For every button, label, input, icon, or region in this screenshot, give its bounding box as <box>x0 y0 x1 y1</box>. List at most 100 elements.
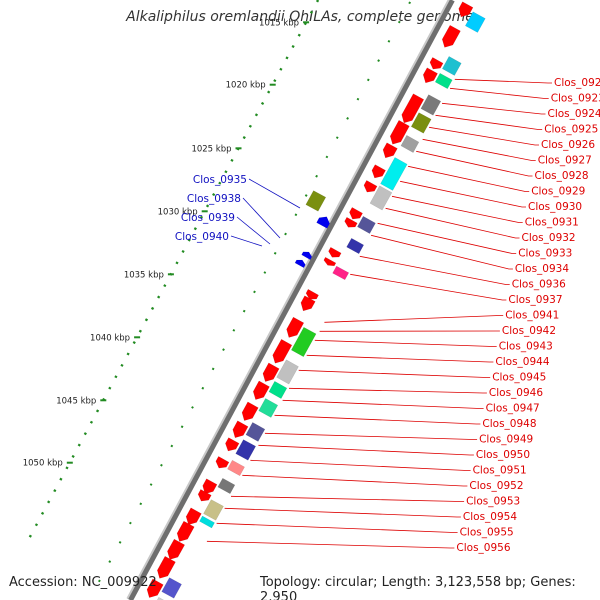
category-feature <box>420 94 442 116</box>
category-feature <box>441 56 462 76</box>
gene-label: Clos_0946 <box>489 387 543 399</box>
label-leader-line <box>371 234 513 270</box>
inner-dot <box>201 386 205 390</box>
cds-feature <box>252 380 270 400</box>
category-feature <box>346 237 365 255</box>
label-leader-line <box>385 207 520 239</box>
label-leader-line <box>314 339 497 347</box>
map-title: Alkaliphilus oremlandii OhILAs, complete… <box>126 9 474 25</box>
category-feature <box>290 326 317 358</box>
scale-dot <box>309 10 314 14</box>
cds-feature <box>305 288 319 300</box>
category-feature <box>203 499 224 521</box>
inner-dot <box>108 560 112 563</box>
gene-label: Clos_0953 <box>466 496 520 508</box>
gene-label: Clos_0945 <box>492 372 546 384</box>
cds-feature <box>197 489 212 502</box>
category-feature <box>357 215 376 234</box>
cds-feature <box>422 67 438 84</box>
inner-dot <box>180 425 184 429</box>
gene-label: Clos_0950 <box>476 449 530 461</box>
cds-feature <box>300 295 316 312</box>
label-leader-line <box>250 459 471 471</box>
gene-label: Clos_0948 <box>482 418 536 430</box>
inner-dot <box>211 367 215 371</box>
scale-dot <box>193 227 197 231</box>
scale-dot <box>205 204 210 208</box>
gene-label: Clos_0947 <box>486 403 540 415</box>
gene-label: Clos_0932 <box>522 232 576 244</box>
cds-feature <box>232 420 249 439</box>
scale-dot <box>120 363 124 367</box>
label-leader-line <box>206 540 455 549</box>
inner-dot <box>356 97 360 101</box>
label-leader-line <box>242 197 281 239</box>
category-feature <box>156 596 165 600</box>
label-leader-line <box>230 235 263 247</box>
gene-label: Clos_0928 <box>535 170 589 182</box>
scale-dot <box>291 44 295 49</box>
cds-feature <box>262 362 280 382</box>
gene-label: Clos_0940 <box>175 231 229 243</box>
inner-dot <box>263 271 267 274</box>
inner-dot <box>160 463 163 467</box>
label-leader-line <box>242 474 468 487</box>
cds-feature <box>328 246 342 258</box>
cds-feature <box>241 401 259 421</box>
scale-dot <box>59 477 63 481</box>
category-feature <box>400 134 420 153</box>
inner-dot <box>129 521 132 525</box>
scale-dot <box>175 261 179 265</box>
cds-feature <box>185 507 202 526</box>
backbone-highlight <box>126 0 450 600</box>
label-leader-line <box>288 387 487 394</box>
inner-dot <box>315 174 318 178</box>
scale-dot <box>83 432 87 436</box>
gene-label: Clos_0926 <box>541 139 595 151</box>
scale-dot <box>95 409 100 413</box>
inner-dot <box>346 117 349 120</box>
gene-label: Clos_0936 <box>512 279 566 291</box>
ruler-tick-label: 1040 kbp <box>90 333 130 343</box>
reverse-feature <box>316 216 330 229</box>
inner-dot <box>149 483 153 486</box>
gene-label: Clos_0923 <box>551 93 600 105</box>
label-leader-line <box>454 78 552 84</box>
scale-dot <box>315 0 320 3</box>
gene-label: Clos_0956 <box>456 542 510 554</box>
inner-dot <box>408 1 411 5</box>
gene-label: Clos_0930 <box>528 201 582 213</box>
topology-summary: Topology: circular; Length: 3,123,558 bp… <box>260 575 576 600</box>
scale-dot <box>108 386 112 390</box>
accession-text: Accession: NC_009922 <box>9 575 157 590</box>
cds-feature <box>272 338 293 364</box>
inner-dot <box>232 329 236 332</box>
label-leader-line <box>236 216 271 245</box>
category-feature <box>235 439 257 461</box>
scale-dot <box>28 534 32 538</box>
scale-dot <box>53 489 57 493</box>
scale-dot <box>297 33 301 37</box>
gene-label: Clos_0943 <box>499 341 553 353</box>
category-feature <box>276 359 299 385</box>
cds-feature <box>371 164 386 179</box>
label-leader-line <box>441 102 546 115</box>
label-leader-line <box>416 150 533 177</box>
gene-label: Clos_0942 <box>502 325 556 337</box>
scale-dot <box>279 67 283 71</box>
gene-label: Clos_0938 <box>187 193 241 205</box>
scale-dot <box>285 56 289 60</box>
scale-dot <box>47 500 51 504</box>
category-feature <box>258 398 279 418</box>
label-leader-line <box>359 255 510 285</box>
category-feature <box>217 477 236 495</box>
label-leader-line <box>377 222 517 254</box>
scale-dot <box>138 329 142 333</box>
label-leader-line <box>429 126 539 146</box>
inner-dot <box>335 136 339 139</box>
inner-dot <box>304 194 308 197</box>
gene-label: Clos_0951 <box>473 465 527 477</box>
cds-feature <box>344 216 358 228</box>
